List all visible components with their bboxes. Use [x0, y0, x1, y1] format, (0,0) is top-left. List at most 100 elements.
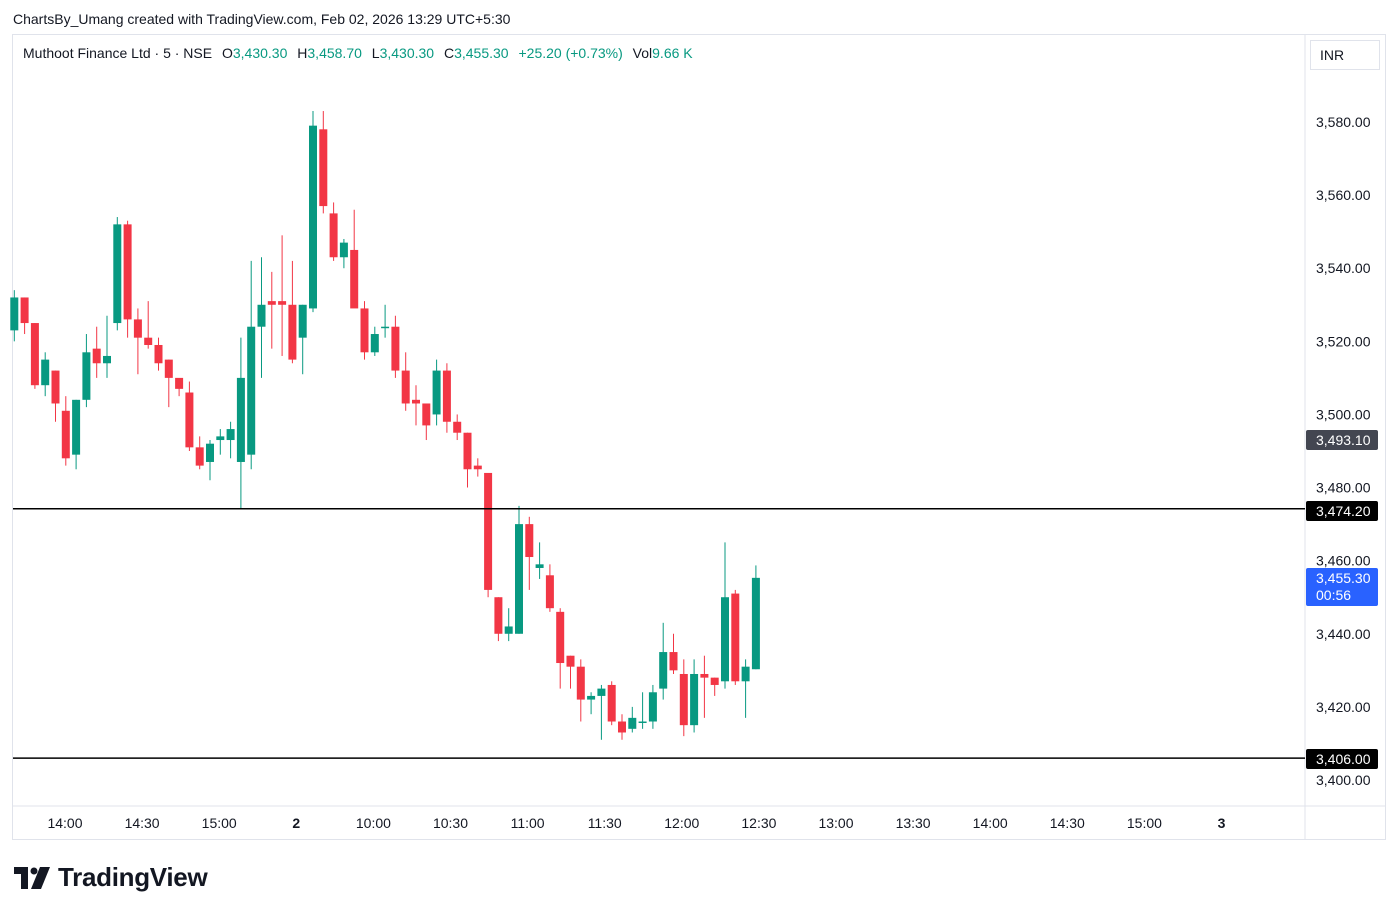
currency-button[interactable]: INR: [1310, 40, 1380, 70]
candle: [329, 202, 338, 261]
marker-price-tag: 3,493.10: [1316, 432, 1371, 448]
candle: [92, 326, 101, 378]
price-tick-label: 3,400.00: [1316, 772, 1371, 788]
chart-attribution: ChartsBy_Umang created with TradingView.…: [13, 11, 511, 27]
candle-body: [422, 403, 431, 426]
candle-body: [10, 297, 19, 331]
time-tick-label: 14:30: [1050, 815, 1085, 831]
candle-body: [484, 472, 493, 590]
candle-body: [463, 432, 472, 470]
candle: [597, 684, 606, 740]
candle-body: [618, 721, 626, 733]
upper-line-price-tag-bg: [1306, 501, 1378, 521]
last-price-tag-bg: [1306, 568, 1378, 606]
candle-body: [92, 348, 101, 364]
candle: [267, 271, 276, 349]
candle-body: [154, 344, 163, 364]
price-axis[interactable]: 3,580.00 3,560.00 3,540.00 3,520.00 3,500.00…: [1316, 114, 1371, 788]
candle: [247, 260, 256, 470]
candle: [185, 381, 194, 451]
candle-body: [504, 626, 513, 634]
candle: [556, 608, 565, 689]
candle-body: [607, 684, 616, 722]
time-tick-label: 12:00: [664, 815, 699, 831]
candle-body: [628, 717, 637, 729]
candle: [370, 326, 379, 356]
candle: [453, 414, 462, 441]
candle-body: [669, 652, 678, 671]
candle: [401, 352, 410, 411]
candle: [463, 432, 472, 488]
candle: [484, 472, 493, 598]
open-label: O: [221, 45, 233, 61]
candle-body: [144, 337, 153, 345]
candle-body: [236, 377, 245, 462]
candle: [154, 337, 163, 371]
candle: [731, 589, 740, 685]
candle: [690, 659, 699, 733]
candle: [432, 359, 441, 426]
time-axis[interactable]: 14:00 14:30 15:00 2 10:00 10:30 11:00 11:30 12:0…: [47, 815, 1225, 831]
time-tick-label: 15:00: [202, 815, 237, 831]
candle-body: [30, 323, 39, 386]
candle: [51, 370, 60, 422]
candle-body: [597, 688, 606, 696]
time-tick-label: 11:30: [588, 815, 622, 831]
candle: [381, 304, 390, 338]
candle-body: [721, 597, 729, 682]
candle: [41, 352, 50, 397]
candle: [236, 337, 245, 510]
price-tick-label: 3,540.00: [1316, 260, 1371, 276]
time-tick-label: 14:00: [47, 815, 82, 831]
candle: [628, 706, 637, 733]
candle-body: [525, 524, 534, 558]
candle-body: [710, 677, 719, 685]
candle: [309, 111, 317, 313]
candle-body: [690, 673, 699, 726]
candle-body: [72, 399, 81, 455]
candle-body: [741, 666, 750, 682]
candle: [504, 608, 513, 642]
candle: [494, 597, 503, 642]
candle: [206, 440, 214, 481]
candle: [133, 308, 142, 375]
symbol-name[interactable]: Muthoot Finance Ltd · 5 · NSE: [23, 45, 213, 61]
candle: [659, 622, 668, 700]
price-tick-label: 3,440.00: [1316, 626, 1371, 642]
candle-body: [298, 304, 307, 338]
candle-body: [257, 304, 266, 327]
time-tick-label: 14:30: [125, 815, 160, 831]
time-tick-label: 11:00: [511, 815, 545, 831]
candle-body: [679, 673, 688, 726]
candle: [144, 301, 153, 349]
candle: [535, 542, 544, 579]
candle-body: [442, 370, 451, 422]
close-label: C: [443, 45, 455, 61]
candle-body: [700, 673, 709, 678]
candle-body: [556, 611, 565, 664]
candle-body: [20, 297, 29, 324]
candle: [82, 334, 91, 408]
candle: [587, 692, 596, 715]
candle: [679, 659, 688, 737]
time-tick-label: 2: [292, 815, 300, 831]
candle: [638, 692, 647, 729]
candle: [164, 359, 173, 408]
candle-body: [226, 429, 235, 441]
candle-body: [51, 370, 60, 404]
candle-body: [751, 577, 760, 670]
candle: [72, 399, 81, 470]
candle: [391, 315, 400, 378]
candle-body: [391, 326, 400, 371]
candle-body: [82, 352, 91, 400]
close-value: 3,455.30: [454, 45, 509, 61]
low-value: 3,430.30: [379, 45, 435, 61]
candle: [473, 458, 482, 477]
candle: [700, 655, 709, 718]
candle-body: [381, 326, 390, 329]
candle: [195, 436, 204, 470]
volume-label: Vol: [632, 45, 653, 61]
time-tick-label: 10:00: [356, 815, 391, 831]
tradingview-logo[interactable]: TradingView: [14, 862, 208, 893]
